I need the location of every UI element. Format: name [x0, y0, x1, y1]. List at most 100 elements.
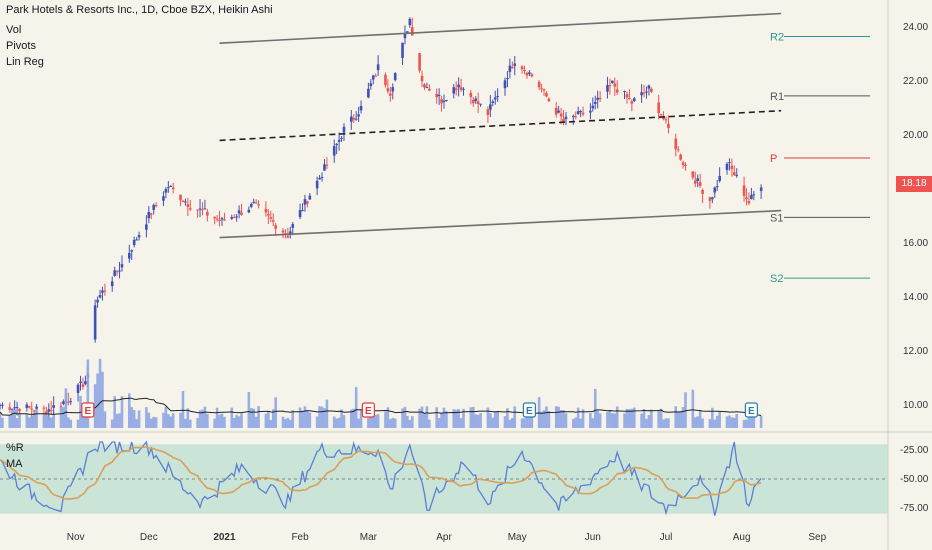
time-tick-label-3: Feb [291, 532, 309, 543]
price-tick-label-5: 20.00 [903, 130, 928, 141]
regression-lower-line [219, 209, 782, 239]
volume-bar [486, 407, 490, 428]
volume-bar [213, 418, 216, 428]
candle-body [679, 154, 682, 160]
volume-bar [425, 406, 429, 428]
candle-body [25, 404, 29, 408]
candle-body [647, 85, 651, 89]
volume-bar [86, 359, 90, 428]
oscillator-label-ma[interactable]: MA [6, 458, 23, 470]
candle-body [354, 118, 358, 120]
candle-body [589, 110, 592, 113]
volume-bar [271, 409, 275, 428]
candle-body [323, 164, 326, 171]
candle-body [325, 164, 329, 166]
candle-body [462, 88, 465, 90]
indicator-pivots[interactable]: Pivots [6, 40, 36, 52]
volume-bar [8, 415, 12, 428]
volume-bar [332, 416, 336, 428]
candle-body [506, 78, 509, 80]
candle-body [674, 138, 678, 150]
symbol-title[interactable]: Park Hotels & Resorts Inc., 1D, Cboe BZX… [6, 4, 273, 16]
candle-body [486, 109, 490, 115]
volume-bar [257, 406, 260, 428]
candle-body [249, 203, 253, 207]
volume-bar [623, 413, 626, 428]
candle-body [145, 224, 148, 230]
candle-body [742, 185, 746, 196]
candle-body [554, 107, 558, 115]
candle-body [389, 93, 392, 96]
candle-body [608, 85, 612, 87]
volume-bar [657, 409, 660, 428]
indicator-vol[interactable]: Vol [6, 24, 22, 36]
candle-body [130, 250, 134, 252]
candle-body [274, 225, 277, 229]
volume-bar [728, 415, 731, 428]
volume-bar [315, 416, 319, 428]
volume-bar [303, 406, 307, 428]
candle-body [598, 98, 602, 100]
candle-body [410, 27, 414, 36]
candle-body [615, 89, 619, 93]
volume-bar [571, 418, 575, 428]
price-tick-label-7: 24.00 [903, 22, 928, 33]
candle-body [67, 401, 70, 403]
candle-body [149, 213, 153, 215]
candle-body [286, 235, 290, 238]
candle-body [693, 180, 697, 184]
volume-bar [545, 406, 548, 428]
candle-body [691, 171, 695, 178]
candle-body [367, 88, 370, 98]
volume-bar [523, 418, 526, 428]
volume-bar [27, 417, 31, 428]
volume-bar [247, 391, 251, 428]
volume-bar [608, 410, 612, 428]
candle-body [393, 73, 397, 81]
volume-bar [235, 415, 238, 428]
volume-bar [650, 409, 653, 428]
candle-body [303, 199, 307, 205]
indicator-linreg[interactable]: Lin Reg [6, 56, 44, 68]
volume-bar [254, 416, 258, 428]
volume-bar [693, 417, 697, 428]
earnings-marker-3 [744, 402, 758, 418]
volume-bar [289, 419, 292, 428]
volume-bar [420, 406, 424, 428]
volume-bar [30, 415, 34, 428]
time-tick-label-1: Dec [140, 532, 158, 543]
volume-bar [393, 418, 397, 428]
candle-body [750, 194, 753, 200]
volume-bar [10, 410, 14, 428]
candle-body [664, 119, 668, 121]
volume-bar [137, 410, 141, 428]
volume-bar [113, 396, 116, 428]
volume-bar [1, 417, 4, 428]
candle-body [291, 224, 295, 228]
volume-bar [342, 415, 346, 428]
candle-body [676, 149, 680, 151]
candle-body [188, 208, 192, 210]
price-tick-label-3: 16.00 [903, 238, 928, 249]
volume-bar [613, 413, 617, 428]
volume-bar [76, 419, 80, 428]
earnings-marker-2 [522, 402, 536, 418]
volume-bar [371, 407, 375, 428]
candle-body [198, 208, 202, 210]
earnings-marker-1 [361, 402, 375, 418]
volume-bar [67, 417, 70, 428]
volume-bar [220, 413, 224, 428]
oscillator-label-wr[interactable]: %R [6, 442, 24, 454]
candle-body [335, 143, 338, 145]
volume-bar [169, 416, 173, 428]
volume-bar [206, 413, 209, 428]
volume-bar [503, 416, 507, 428]
candle-body [218, 219, 221, 221]
candle-body [440, 99, 443, 104]
candle-body [562, 118, 565, 122]
candle-body [169, 185, 173, 187]
volume-bar [593, 388, 597, 428]
candle-body [47, 409, 51, 412]
candle-body [235, 216, 238, 218]
